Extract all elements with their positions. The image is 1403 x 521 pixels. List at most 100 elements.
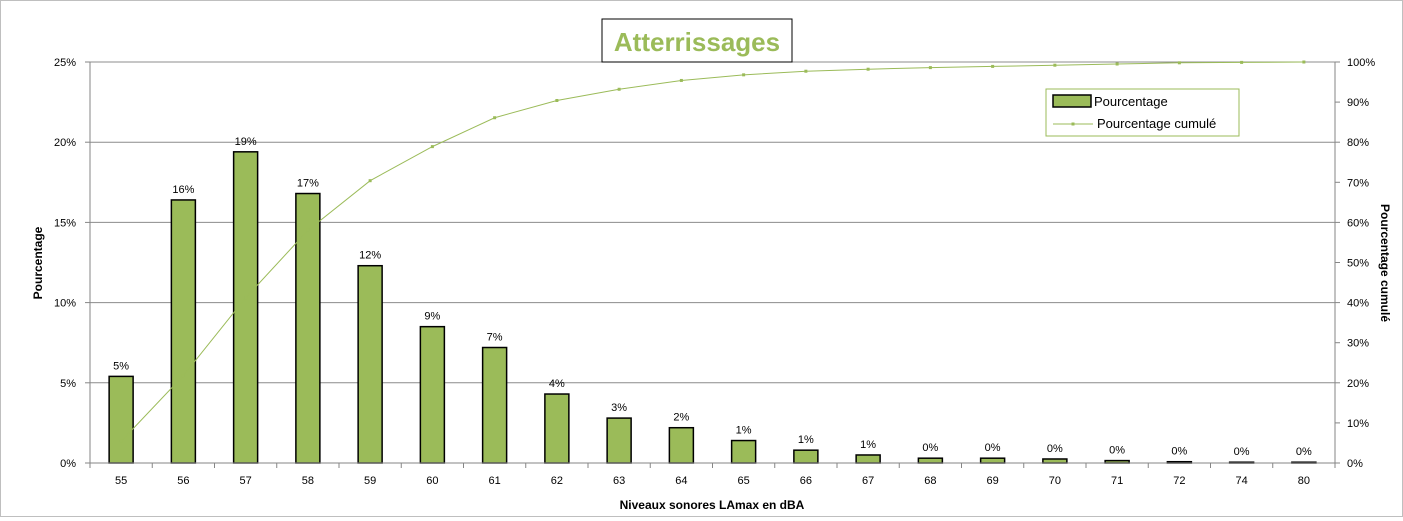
bar (108, 375, 134, 464)
cumulative-line (120, 61, 1304, 442)
bar (544, 393, 570, 464)
x-tick-label: 62 (551, 475, 563, 487)
x-tick-label: 60 (426, 475, 438, 487)
bar (481, 346, 508, 464)
bar (730, 439, 757, 464)
y-tick-label: 5% (60, 378, 76, 390)
y2-tick-label: 100% (1347, 57, 1375, 69)
cumulative-line-group (119, 60, 1306, 443)
x-tick-label: 68 (924, 475, 936, 487)
title-box (601, 18, 793, 63)
bar-data-label: 0% (1109, 445, 1125, 457)
bar-data-label: 7% (487, 332, 503, 344)
x-tick-label: 80 (1298, 475, 1310, 487)
bar-data-label: 4% (549, 378, 565, 390)
legend-swatch-bar (1052, 94, 1092, 108)
y2-tick-label: 50% (1347, 258, 1369, 270)
y2-tick-label: 90% (1347, 97, 1369, 109)
x-axis-title: Niveaux sonores LAmax en dBA (620, 498, 805, 512)
cumulative-point (1240, 60, 1244, 64)
y2-tick-label: 60% (1347, 217, 1369, 229)
legend-swatch-marker (1071, 122, 1075, 126)
bar-data-label: 19% (235, 136, 257, 148)
x-tick-label: 55 (115, 475, 127, 487)
y2-axis-title: Pourcentage cumulé (1378, 204, 1392, 322)
x-tick-label: 72 (1173, 475, 1185, 487)
x-tick-label: 64 (675, 475, 687, 487)
bar-data-label: 0% (1296, 446, 1312, 458)
bar-data-label: 0% (1047, 443, 1063, 455)
cumulative-point (1053, 63, 1057, 67)
x-tick-label: 59 (364, 475, 376, 487)
bar-data-label: 17% (297, 178, 319, 190)
x-tick-label: 57 (240, 475, 252, 487)
x-tick-label: 69 (987, 475, 999, 487)
bar-data-label: 12% (359, 250, 381, 262)
x-tick-label: 70 (1049, 475, 1061, 487)
bar (855, 454, 881, 464)
x-tick-label: 58 (302, 475, 314, 487)
bar-data-label: 5% (113, 360, 129, 372)
cumulative-point (430, 145, 434, 149)
cumulative-point (1115, 62, 1119, 66)
bar-data-label: 9% (424, 311, 440, 323)
bar-data-label: 0% (985, 442, 1001, 454)
bar-data-label: 0% (922, 442, 938, 454)
bar (1042, 458, 1068, 464)
cumulative-point (679, 78, 683, 82)
cumulative-point (991, 64, 995, 68)
x-tick-label: 67 (862, 475, 874, 487)
axes: 0% 5% 10% 15% 20% 25% 0% 10% 20% 30% 40% 50% 60% 70% 8… (54, 57, 1375, 487)
cumulative-point (493, 116, 497, 120)
y-tick-label: 25% (54, 57, 76, 69)
legend: Pourcentage Pourcentage cumulé (1045, 88, 1240, 137)
bars-group (108, 151, 1317, 464)
legend-label-line: Pourcentage cumulé (1097, 116, 1216, 131)
y2-tick-label: 20% (1347, 378, 1369, 390)
y-tick-label: 10% (54, 298, 76, 310)
bar (232, 151, 259, 464)
y2-tick-label: 40% (1347, 298, 1369, 310)
y2-tick-label: 70% (1347, 177, 1369, 189)
cumulative-point (928, 66, 932, 70)
bar (793, 449, 819, 464)
x-tick-label: 61 (489, 475, 501, 487)
y2-tick-label: 10% (1347, 418, 1369, 430)
cumulative-point (1177, 61, 1181, 65)
bar (917, 457, 944, 464)
chart-title: Atterrissages (614, 27, 780, 57)
bar-data-label: 16% (172, 184, 194, 196)
bar-data-label: 3% (611, 402, 627, 414)
cumulative-point (244, 296, 248, 300)
y2-tick-label: 30% (1347, 338, 1369, 350)
legend-label-bar: Pourcentage (1094, 94, 1168, 109)
cumulative-point (804, 69, 808, 73)
cumulative-point (368, 179, 372, 183)
bar (979, 457, 1006, 464)
bar (295, 192, 321, 464)
bar-data-label: 1% (798, 434, 814, 446)
x-tick-label: 65 (738, 475, 750, 487)
cumulative-point (866, 67, 870, 71)
cumulative-point (742, 73, 746, 77)
y-tick-label: 15% (54, 217, 76, 229)
x-tick-label: 66 (800, 475, 812, 487)
bar-data-label: 0% (1234, 446, 1250, 458)
x-tick-label: 74 (1236, 475, 1248, 487)
bar (419, 325, 446, 464)
cumulative-point (1302, 60, 1306, 64)
cumulative-point (119, 439, 123, 443)
bar-data-label: 2% (673, 412, 689, 424)
y2-tick-label: 80% (1347, 137, 1369, 149)
data-labels: 5% 16% 19% 17% 12% 9% 7% 4% 3% 2% 1% 1% 1% 0% 0% 0% 0% 0%… (113, 136, 1312, 458)
y-axis-title: Pourcentage (31, 226, 45, 299)
y-tick-label: 0% (60, 458, 76, 470)
x-tick-label: 56 (177, 475, 189, 487)
y2-tick-label: 0% (1347, 458, 1363, 470)
bar (668, 426, 695, 464)
cumulative-point (617, 87, 621, 91)
bar (357, 264, 383, 464)
bar (170, 199, 197, 464)
